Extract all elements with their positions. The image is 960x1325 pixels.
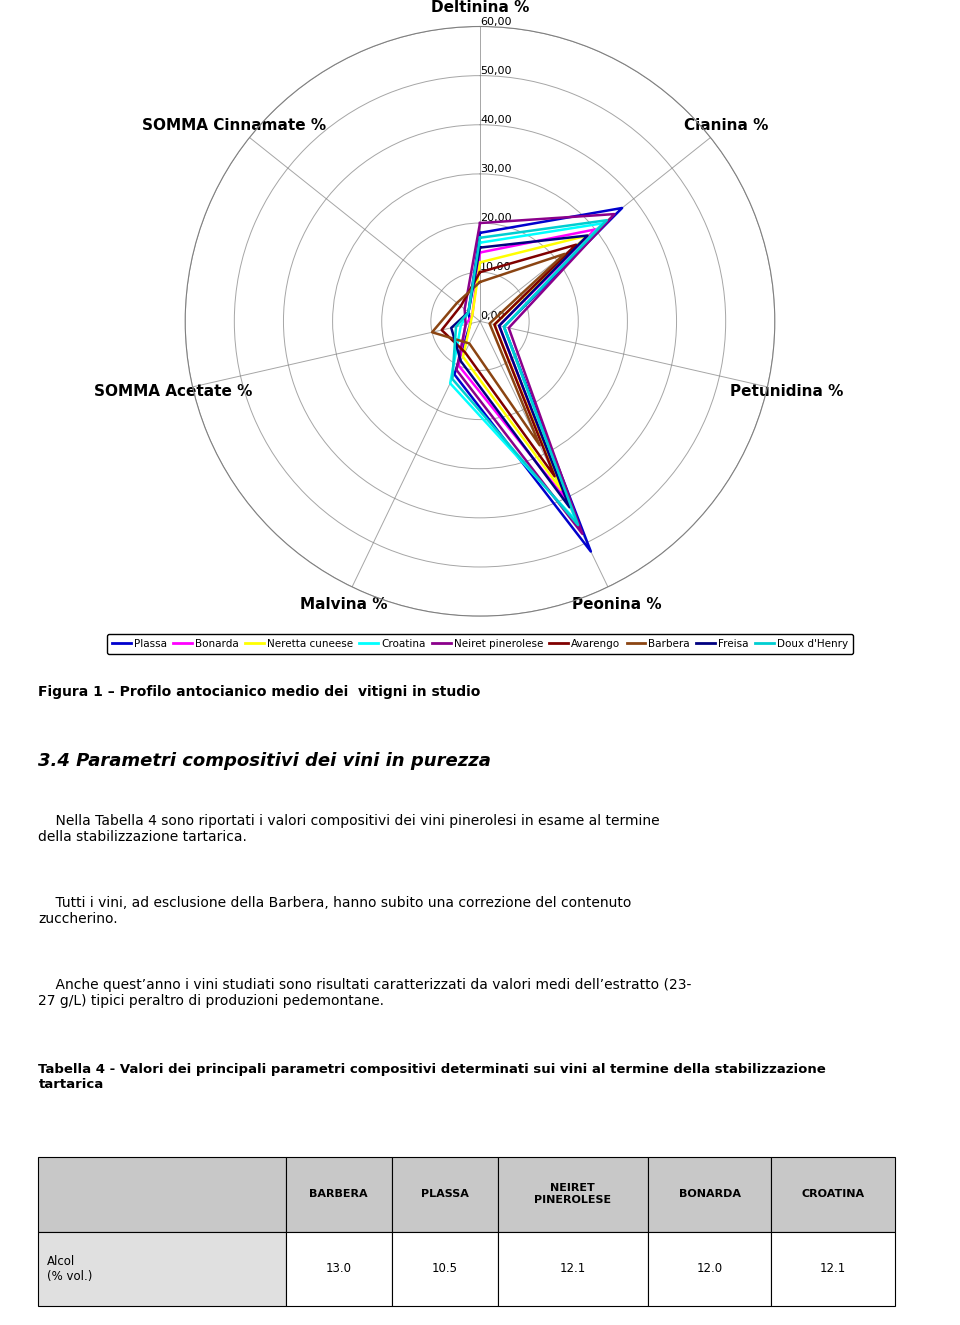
Bar [648,1157,772,1231]
Text: Nella Tabella 4 sono riportati i valori compositivi dei vini pinerolesi in esame: Nella Tabella 4 sono riportati i valori … [38,814,660,844]
Bar [772,1231,895,1306]
Bar [497,1231,648,1306]
Text: BARBERA: BARBERA [309,1189,368,1199]
Text: Figura 1 – Profilo antocianico medio dei  vitigni in studio: Figura 1 – Profilo antocianico medio dei… [38,685,481,700]
Bar [38,1157,286,1231]
Text: 13.0: 13.0 [325,1263,351,1276]
Text: CROATINA: CROATINA [802,1189,865,1199]
Bar [392,1231,497,1306]
Bar [286,1231,392,1306]
Text: Alcol
(% vol.): Alcol (% vol.) [47,1255,92,1283]
Text: 12.0: 12.0 [697,1263,723,1276]
Text: BONARDA: BONARDA [679,1189,740,1199]
Text: 3.4 Parametri compositivi dei vini in purezza: 3.4 Parametri compositivi dei vini in pu… [38,751,492,770]
Bar [648,1231,772,1306]
Text: 12.1: 12.1 [820,1263,847,1276]
Text: NEIRET
PINEROLESE: NEIRET PINEROLESE [534,1183,612,1204]
Bar [392,1157,497,1231]
Text: 10.5: 10.5 [432,1263,458,1276]
Text: Tabella 4 - Valori dei principali parametri compositivi determinati sui vini al : Tabella 4 - Valori dei principali parame… [38,1064,827,1092]
Text: PLASSA: PLASSA [420,1189,468,1199]
Text: Anche quest’anno i vini studiati sono risultati caratterizzati da valori medi de: Anche quest’anno i vini studiati sono ri… [38,978,692,1008]
Legend: Plassa, Bonarda, Neretta cuneese, Croatina, Neiret pinerolese, Avarengo, Barbera: Plassa, Bonarda, Neretta cuneese, Croati… [107,633,853,655]
Bar [497,1157,648,1231]
Text: Tutti i vini, ad esclusione della Barbera, hanno subito una correzione del conte: Tutti i vini, ad esclusione della Barber… [38,896,632,926]
Bar [286,1157,392,1231]
Bar [772,1157,895,1231]
Bar [38,1231,286,1306]
Text: 12.1: 12.1 [560,1263,586,1276]
